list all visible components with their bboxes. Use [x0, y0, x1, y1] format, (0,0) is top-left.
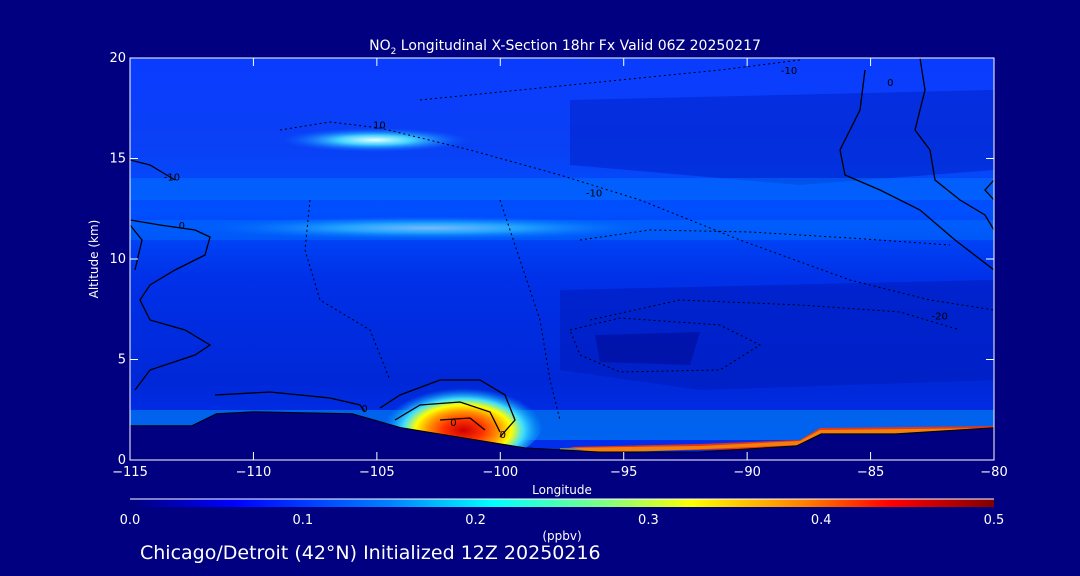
- colorbar-tick-label: 0.3: [638, 513, 659, 528]
- contour-line: [214, 391, 366, 413]
- contour-label: 0: [361, 404, 367, 415]
- terrain-mask: [130, 411, 994, 460]
- contour-line: [579, 229, 951, 246]
- contour-label: -10: [164, 173, 180, 184]
- contour-line: [394, 401, 501, 433]
- colorbar-tick-label: 0.5: [984, 513, 1005, 528]
- contour-line: [499, 199, 561, 421]
- contour-line: [439, 417, 486, 431]
- dotted-contours: [279, 59, 994, 421]
- colorbar-tick-label: 0.4: [811, 513, 832, 528]
- y-tick-label: 5: [118, 353, 126, 368]
- contour-line: [914, 58, 994, 231]
- contour-line: [279, 121, 994, 311]
- upper-bright-band: [280, 128, 470, 152]
- low-concentration-upper: [570, 90, 994, 185]
- chart-title: NO2 Longitudinal X-Section 18hr Fx Valid…: [369, 38, 761, 57]
- x-tick-label: −105: [359, 465, 395, 480]
- y-tick-label: 0: [118, 453, 126, 468]
- contour-label: 0: [179, 221, 185, 232]
- y-axis-label: Altitude (km): [87, 220, 101, 299]
- x-tick-label: −100: [482, 465, 518, 480]
- colorbar-tick-label: 0.2: [465, 513, 486, 528]
- contour-line: [984, 179, 994, 201]
- colorbar-tick-label: 0.0: [120, 513, 141, 528]
- colorbar: [130, 499, 994, 507]
- contour-line: [130, 159, 176, 181]
- contour-line: [589, 299, 961, 331]
- solid-contours: [130, 58, 994, 438]
- contour-label: -20: [932, 311, 948, 322]
- footer-caption: Chicago/Detroit (42°N) Initialized 12Z 2…: [140, 542, 601, 564]
- contour-labels: 10 -10 -10 -10 0 0 -20 0 0 0: [164, 66, 948, 441]
- heatmap-plot-area: 10 -10 -10 -10 0 0 -20 0 0 0: [130, 58, 994, 460]
- contour-line: [379, 379, 516, 438]
- x-tick-label: −80: [980, 465, 1007, 480]
- contour-line: [130, 224, 143, 271]
- y-tick-label: 20: [109, 51, 126, 66]
- contour-line: [419, 59, 801, 101]
- band-12km-wide: [130, 220, 994, 240]
- x-tick-label: −95: [610, 465, 637, 480]
- y-tick-label: 15: [109, 152, 126, 167]
- colorbar-tick-label: 0.1: [292, 513, 313, 528]
- contour-label: 10: [373, 120, 386, 131]
- colorbar-ticks: 0.0 0.1 0.2 0.3 0.4 0.5: [120, 498, 1005, 528]
- colorbar-units: (ppbv): [542, 529, 581, 543]
- low-concentration-pocket: [595, 332, 700, 365]
- x-tick-label: −90: [733, 465, 760, 480]
- contour-line: [839, 69, 994, 271]
- contour-label: 0: [500, 430, 506, 441]
- x-axis-label: Longitude: [532, 483, 592, 497]
- contour-label: 0: [450, 418, 456, 429]
- y-tick-label: 10: [109, 252, 126, 267]
- band-12km: [200, 216, 660, 240]
- x-tick-label: −85: [857, 465, 884, 480]
- band-15km: [130, 178, 994, 200]
- x-tick-label: −115: [112, 465, 148, 480]
- x-tick-label: −110: [236, 465, 272, 480]
- contour-label: -10: [586, 189, 602, 200]
- y-axis: 0 5 10 15 20: [109, 51, 994, 468]
- contour-line: [130, 219, 212, 391]
- contour-label: -10: [781, 66, 797, 77]
- contour-label: 0: [887, 78, 893, 89]
- x-axis: −115 −110 −105 −100 −95 −90 −85 −80: [112, 58, 1008, 480]
